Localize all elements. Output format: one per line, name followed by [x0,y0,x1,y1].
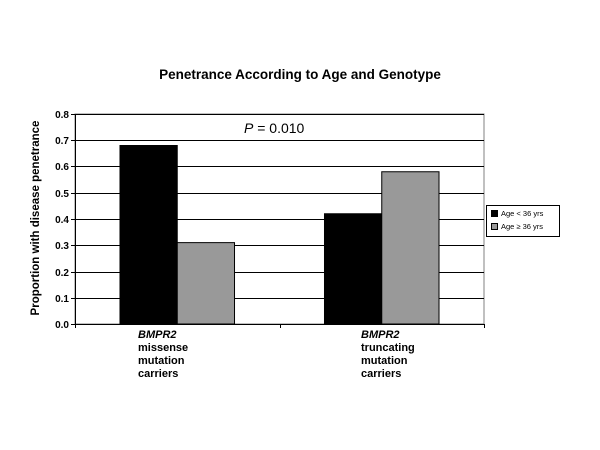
y-tick-label: 0.4 [55,215,69,226]
y-tick-label: 0.1 [55,294,69,305]
legend-label: Age < 36 yrs [501,209,544,218]
category-line: carriers [361,368,402,380]
p-value-text: = 0.010 [253,120,304,136]
bar [176,242,236,325]
category-line: carriers [138,368,179,380]
category-line: mutation [361,355,408,367]
bar [323,213,383,325]
legend: Age < 36 yrs Age ≥ 36 yrs [486,205,560,237]
bar [119,145,178,325]
legend-swatch [491,222,498,230]
y-tick-label: 0.0 [55,320,69,331]
category-label-missense: BMPR2 missense mutation carriers [138,329,188,381]
bar [381,171,440,325]
legend-item-age-under-36: Age < 36 yrs [491,209,543,219]
plot-area: 0.0 0.1 0.2 0.3 0.4 0.5 0.6 0.7 0.8 [55,110,485,331]
p-value-symbol: P [244,120,254,136]
category-line: missense [138,342,189,354]
y-tick-label: 0.3 [55,241,69,252]
legend-item-age-36-plus: Age ≥ 36 yrs [491,222,543,232]
category-gene-name: BMPR2 [138,329,177,341]
category-gene-name: BMPR2 [361,329,400,341]
category-label-truncating: BMPR2 truncating mutation carriers [361,329,415,381]
category-line: truncating [361,342,415,354]
y-tick-label: 0.2 [55,268,69,279]
category-line: mutation [138,355,185,367]
chart-title: Penetrance According to Age and Genotype [159,67,441,82]
p-value-annotation: P = 0.010 [244,120,305,136]
y-tick-label: 0.5 [55,189,69,200]
y-tick-label: 0.7 [55,136,69,147]
y-axis-label: Proportion with disease penetrance [30,121,42,316]
legend-label: Age ≥ 36 yrs [501,222,544,231]
y-tick-label: 0.8 [55,110,69,121]
y-tick-label: 0.6 [55,162,69,173]
legend-swatch [491,209,498,217]
